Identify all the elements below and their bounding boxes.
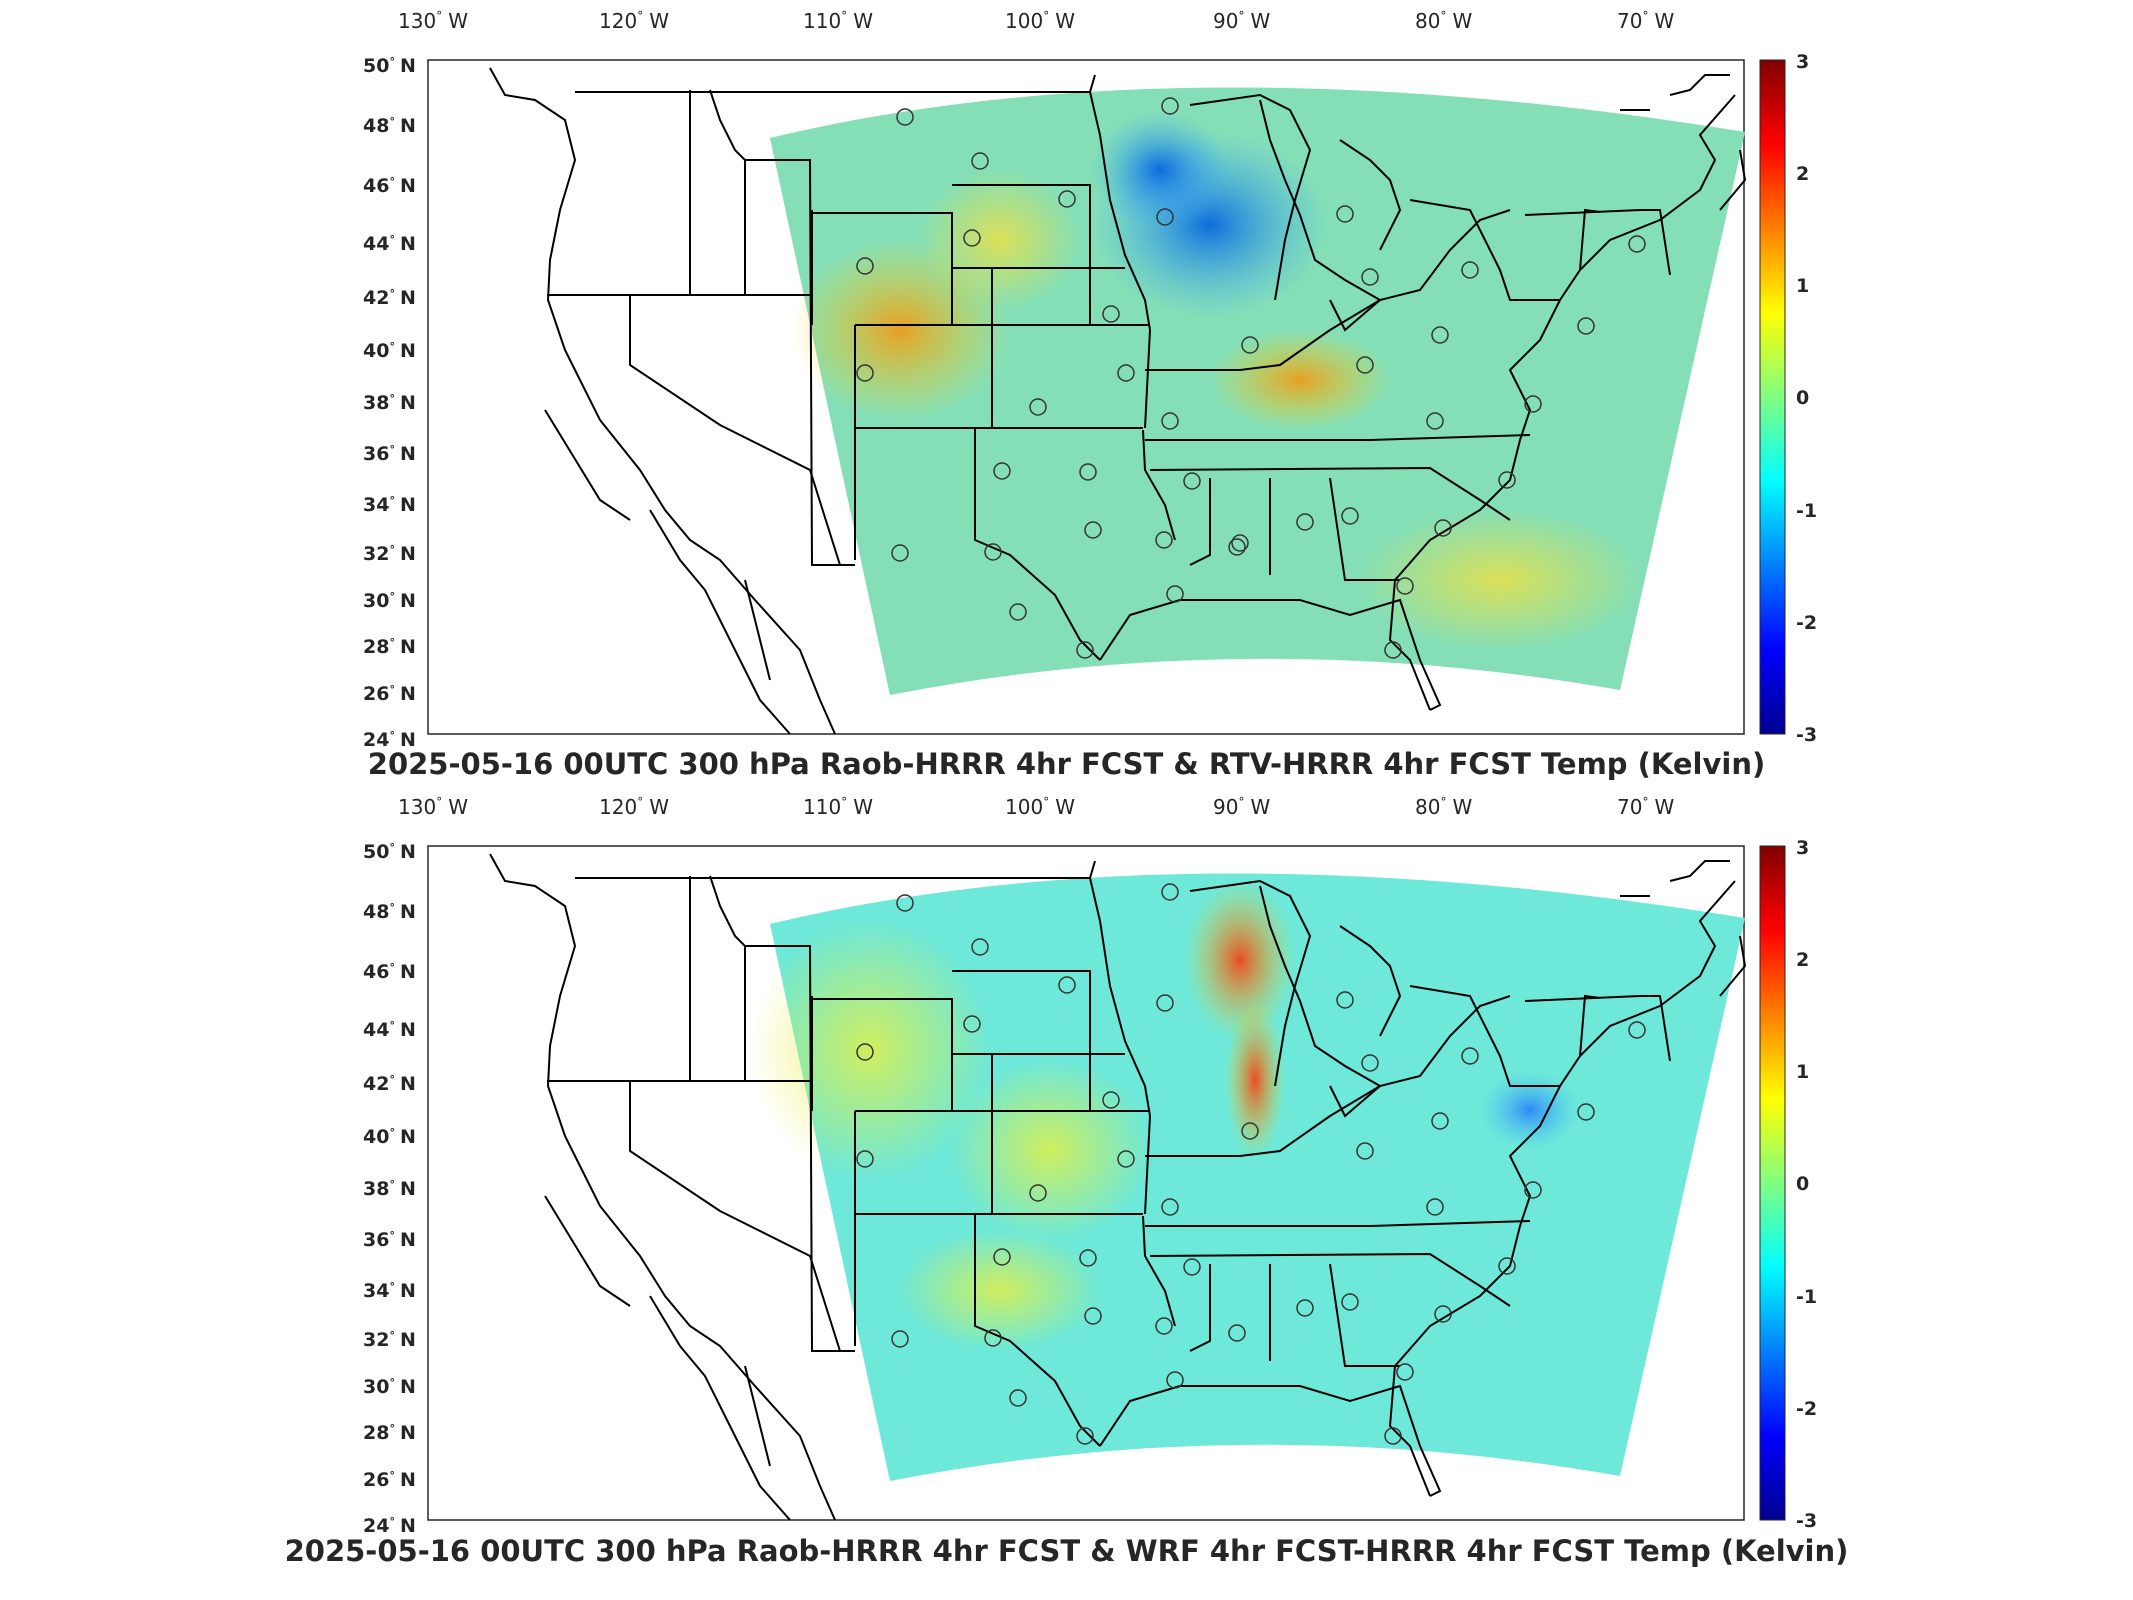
svg-text:2: 2 — [1796, 163, 1809, 185]
svg-text:44°N: 44° N — [363, 233, 416, 255]
svg-text:-3: -3 — [1796, 1510, 1817, 1532]
svg-text:2: 2 — [1796, 949, 1809, 971]
panel-title-top: 2025-05-16 00UTC 300 hPa Raob-HRRR 4hr F… — [367, 747, 1766, 781]
svg-text:32°N: 32° N — [363, 543, 416, 565]
svg-text:36°N: 36° N — [363, 1229, 416, 1251]
svg-text:32°N: 32° N — [363, 1329, 416, 1351]
svg-text:0: 0 — [1796, 1173, 1809, 1195]
svg-text:46°N: 46° N — [363, 175, 416, 197]
svg-text:-3: -3 — [1796, 724, 1817, 746]
svg-text:0: 0 — [1796, 387, 1809, 409]
state-boundaries-bottom — [489, 853, 1747, 1521]
colorbar-ticks-bottom: 3 2 1 0 -1 -2 -3 — [1796, 837, 1817, 1532]
map-panel-bottom: 130° W 120° W 110° W 100° W 90° W 80° W 70° W 5… — [0, 790, 2133, 1600]
svg-text:80°W: 80° W — [1415, 795, 1472, 819]
svg-text:28°N: 28° N — [363, 636, 416, 658]
svg-text:48°N: 48° N — [363, 115, 416, 137]
longitude-labels-bottom: 130° W 120° W 110° W 100° W 90° W 80° W 70° W — [398, 795, 1674, 819]
svg-text:28°N: 28° N — [363, 1422, 416, 1444]
svg-text:-2: -2 — [1796, 1398, 1817, 1420]
raob-stations-bottom — [856, 883, 1646, 1445]
panel-title-bottom: 2025-05-16 00UTC 300 hPa Raob-HRRR 4hr F… — [284, 1534, 1849, 1568]
svg-text:70°W: 70° W — [1617, 9, 1674, 33]
svg-text:24°N: 24° N — [363, 729, 416, 751]
svg-text:90°W: 90° W — [1213, 9, 1270, 33]
svg-text:130°W: 130° W — [398, 795, 468, 819]
svg-text:120°W: 120° W — [599, 9, 669, 33]
svg-text:-1: -1 — [1796, 1286, 1817, 1308]
svg-text:36°N: 36° N — [363, 443, 416, 465]
svg-text:110°W: 110° W — [803, 795, 873, 819]
colorbar-ticks-top: 3 2 1 0 -1 -2 -3 — [1796, 51, 1817, 746]
raob-stations — [856, 97, 1646, 659]
svg-text:30°N: 30° N — [363, 1376, 416, 1398]
map-figure-bottom: 130° W 120° W 110° W 100° W 90° W 80° W 70° W 5… — [363, 795, 1817, 1537]
svg-text:26°N: 26° N — [363, 683, 416, 705]
map-figure-top: 130° W 120° W 110° W 100° W 90° W 80° W 70° W 5… — [363, 9, 1817, 751]
state-boundaries — [489, 67, 1747, 735]
latitude-labels-bottom: 50° N 48° N 46° N 44° N 42° N 40° N 38° N 36° N … — [363, 841, 416, 1537]
svg-text:40°N: 40° N — [363, 340, 416, 362]
colorbar-top — [1759, 59, 1786, 735]
svg-text:38°N: 38° N — [363, 1178, 416, 1200]
svg-text:90°W: 90° W — [1213, 795, 1270, 819]
svg-text:26°N: 26° N — [363, 1469, 416, 1491]
svg-text:30°N: 30° N — [363, 590, 416, 612]
svg-text:80°W: 80° W — [1415, 9, 1472, 33]
svg-text:40°N: 40° N — [363, 1126, 416, 1148]
svg-text:38°N: 38° N — [363, 392, 416, 414]
svg-text:-2: -2 — [1796, 612, 1817, 634]
svg-text:46°N: 46° N — [363, 961, 416, 983]
colorbar-bottom — [1759, 845, 1786, 1521]
longitude-labels-top: 130° W 120° W 110° W 100° W 90° W 80° W 70° W — [398, 9, 1674, 33]
svg-text:34°N: 34° N — [363, 494, 416, 516]
cold-anomaly-bottom — [1480, 1070, 1580, 1150]
svg-text:44°N: 44° N — [363, 1019, 416, 1041]
svg-text:130°W: 130° W — [398, 9, 468, 33]
svg-text:100°W: 100° W — [1005, 9, 1075, 33]
svg-text:-1: -1 — [1796, 500, 1817, 522]
svg-text:3: 3 — [1796, 837, 1809, 859]
svg-text:110°W: 110° W — [803, 9, 873, 33]
svg-text:1: 1 — [1796, 1061, 1809, 1083]
svg-text:50°N: 50° N — [363, 841, 416, 863]
svg-text:48°N: 48° N — [363, 901, 416, 923]
map-panel-top: 130° W 120° W 110° W 100° W 90° W 80° W 70° W 5… — [0, 0, 2133, 790]
svg-text:42°N: 42° N — [363, 287, 416, 309]
svg-text:34°N: 34° N — [363, 1280, 416, 1302]
svg-text:70°W: 70° W — [1617, 795, 1674, 819]
svg-text:100°W: 100° W — [1005, 795, 1075, 819]
svg-text:24°N: 24° N — [363, 1515, 416, 1537]
latitude-labels-top: 50° N 48° N 46° N 44° N 42° N 40° N 38° N 36° N … — [363, 55, 416, 751]
svg-text:120°W: 120° W — [599, 795, 669, 819]
svg-text:50°N: 50° N — [363, 55, 416, 77]
svg-text:42°N: 42° N — [363, 1073, 416, 1095]
svg-text:1: 1 — [1796, 275, 1809, 297]
svg-text:3: 3 — [1796, 51, 1809, 73]
